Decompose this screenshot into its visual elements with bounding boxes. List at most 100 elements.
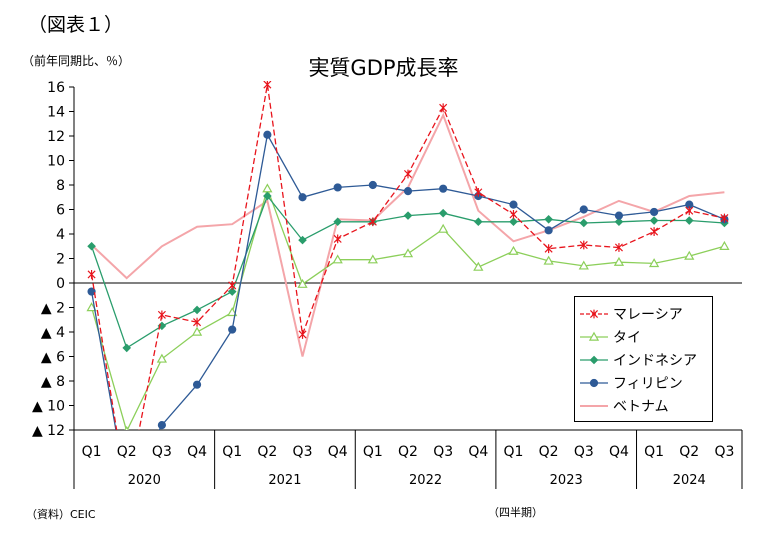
series-line-malaysia <box>90 84 725 430</box>
legend-marker-thailand <box>588 331 600 341</box>
data-point-malaysia <box>263 81 272 89</box>
x-tick-label: Q2 <box>539 444 559 460</box>
year-label: 2021 <box>268 473 301 488</box>
legend-label-philippines: フィリピン <box>613 375 683 392</box>
data-point-indonesia <box>227 287 237 296</box>
y-tick-label: 14 <box>47 105 65 121</box>
data-point-thailand <box>578 260 589 270</box>
data-point-thailand <box>543 255 554 265</box>
x-tick-label: Q4 <box>468 444 488 460</box>
data-point-philippines <box>439 184 448 193</box>
y-tick-label: 4 <box>56 227 65 243</box>
data-point-indonesia <box>579 218 589 228</box>
x-tick-label: Q3 <box>714 444 734 460</box>
y-tick-label: ▲ 10 <box>32 399 65 415</box>
data-point-malaysia <box>123 488 130 497</box>
legend-item-thailand: タイ <box>575 325 712 348</box>
y-tick-label: 16 <box>47 80 65 96</box>
data-point-thailand <box>227 307 238 317</box>
x-tick-label: Q1 <box>222 444 242 460</box>
data-point-thailand <box>438 223 449 233</box>
data-point-indonesia <box>614 217 624 227</box>
year-label: 2023 <box>550 473 583 488</box>
data-point-malaysia <box>685 206 694 216</box>
data-point-thailand <box>367 254 378 264</box>
year-label: 2022 <box>409 473 442 488</box>
y-tick-label: 12 <box>47 129 65 145</box>
data-point-philippines <box>368 180 377 190</box>
data-point-philippines <box>579 205 588 214</box>
legend-swatch-philippines <box>580 378 608 387</box>
legend-label-malaysia: マレーシア <box>613 306 683 323</box>
data-point-malaysia <box>157 310 166 320</box>
data-point-thailand <box>648 258 660 268</box>
data-point-philippines <box>650 207 659 217</box>
data-point-thailand <box>191 326 203 336</box>
data-point-indonesia <box>87 241 96 251</box>
data-point-malaysia <box>368 217 377 227</box>
data-point-malaysia <box>720 213 729 223</box>
source-label: （資料）CEIC <box>26 508 96 521</box>
series-malaysia <box>87 81 729 497</box>
y-tick-label: 8 <box>56 178 65 194</box>
data-point-indonesia <box>403 211 413 220</box>
legend-label-indonesia: インドネシア <box>613 352 697 369</box>
data-point-philippines <box>87 287 96 296</box>
data-point-malaysia <box>614 243 623 252</box>
y-tick-label: ▲ 2 <box>41 301 65 317</box>
data-point-philippines <box>263 130 272 139</box>
y-unit-label: （前年同期比、％） <box>22 54 131 68</box>
data-point-malaysia <box>403 169 413 179</box>
y-tick-label: ▲ 12 <box>32 423 65 439</box>
x-tick-label: Q4 <box>187 444 207 460</box>
x-tick-label: Q1 <box>644 444 664 460</box>
x-tick-label: Q3 <box>293 444 313 460</box>
y-tick-label: ▲ 8 <box>41 374 65 390</box>
data-point-thailand <box>473 261 484 271</box>
data-point-philippines <box>403 187 413 196</box>
data-point-philippines <box>192 380 202 389</box>
data-point-malaysia <box>544 244 553 254</box>
data-point-malaysia <box>579 240 588 250</box>
legend-swatch-indonesia <box>580 355 608 364</box>
data-point-malaysia <box>333 234 342 244</box>
data-point-malaysia <box>650 227 659 236</box>
x-tick-label: Q3 <box>574 444 594 460</box>
data-point-thailand <box>86 302 97 312</box>
data-point-indonesia <box>649 216 659 225</box>
legend-item-vietnam: ベトナム <box>575 394 712 417</box>
data-point-malaysia <box>509 210 518 219</box>
data-point-malaysia <box>474 187 483 197</box>
legend-marker-philippines <box>589 378 599 387</box>
data-point-indonesia <box>263 191 272 201</box>
x-tick-label: Q2 <box>117 444 137 460</box>
data-point-thailand <box>124 425 130 430</box>
data-point-thailand <box>156 353 168 363</box>
data-point-indonesia <box>438 208 448 218</box>
x-tick-label: Q2 <box>679 444 699 460</box>
y-tick-label: 2 <box>56 252 65 268</box>
data-point-indonesia <box>474 217 483 227</box>
legend-marker-malaysia <box>589 309 599 318</box>
data-point-malaysia <box>228 281 237 290</box>
data-point-philippines <box>228 325 237 334</box>
data-point-indonesia <box>122 343 132 353</box>
x-tick-label: Q4 <box>328 444 348 460</box>
x-tick-label: Q1 <box>504 444 524 460</box>
data-point-philippines <box>333 183 342 192</box>
data-point-philippines <box>123 488 130 495</box>
legend-item-indonesia: インドネシア <box>575 348 712 371</box>
data-point-philippines <box>544 226 553 235</box>
data-point-malaysia <box>298 330 307 339</box>
legend-label-thailand: タイ <box>613 329 641 346</box>
data-point-indonesia <box>333 217 342 227</box>
data-point-philippines <box>509 200 518 209</box>
data-point-thailand <box>262 183 273 193</box>
x-tick-label: Q3 <box>433 444 453 460</box>
chart-legend: マレーシアタイインドネシア フィリピンベトナム <box>574 296 713 422</box>
legend-item-malaysia: マレーシア <box>575 302 712 325</box>
data-point-thailand <box>508 245 519 255</box>
y-tick-label: 10 <box>47 154 65 170</box>
x-tick-label: Q2 <box>398 444 418 460</box>
data-point-indonesia <box>509 217 518 227</box>
